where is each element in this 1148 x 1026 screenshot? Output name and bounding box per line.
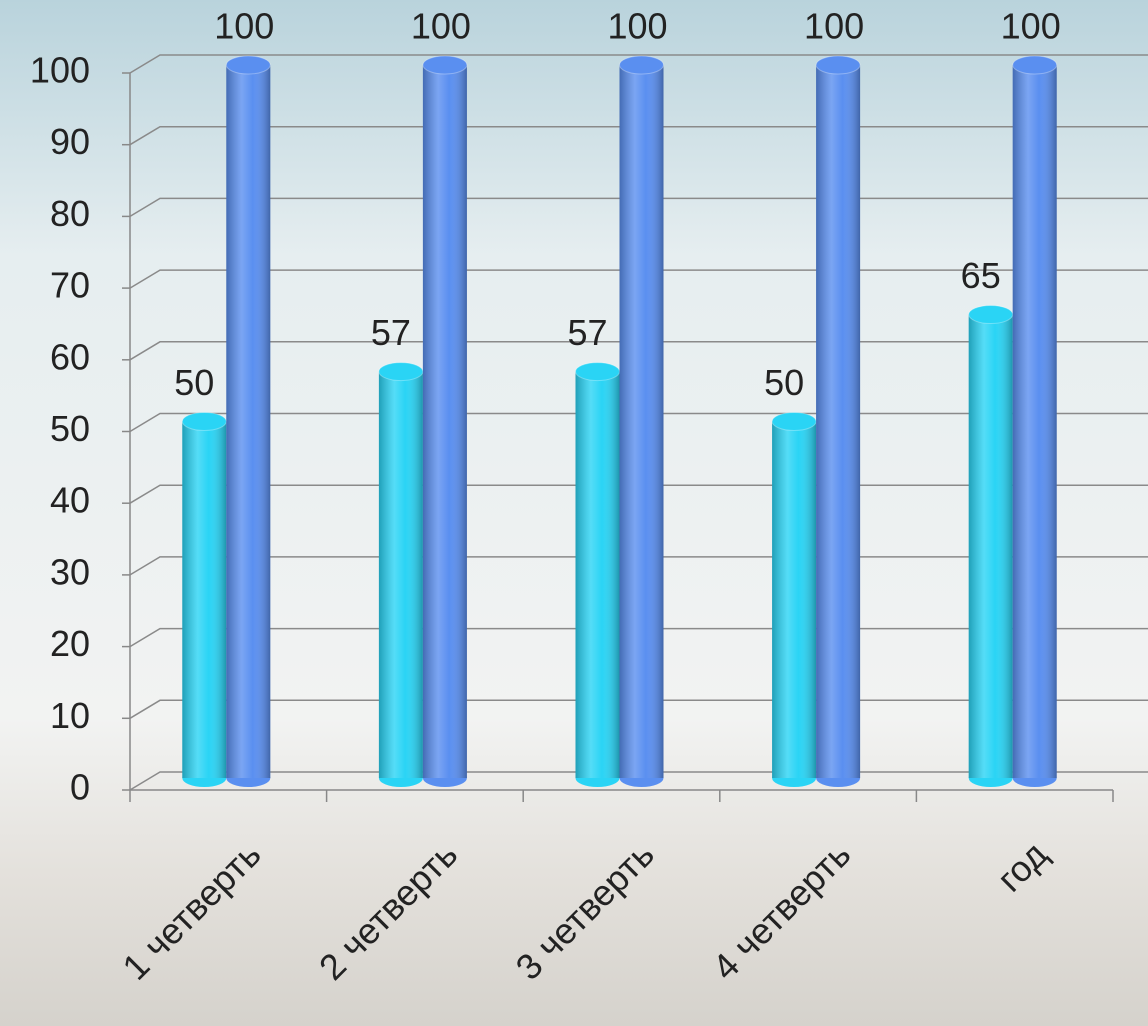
bar-top <box>619 55 664 75</box>
y-tick-label: 70 <box>50 265 90 306</box>
value-label: 100 <box>1001 6 1061 47</box>
bar-top <box>575 362 620 382</box>
bar <box>968 305 1014 787</box>
bar-shade <box>226 65 271 778</box>
bar <box>815 55 861 787</box>
bar-shade <box>378 371 423 778</box>
bar-top <box>181 412 227 431</box>
bar <box>575 362 620 787</box>
value-label: 100 <box>411 6 471 47</box>
bar <box>619 55 664 787</box>
y-tick-label: 10 <box>50 695 90 736</box>
bar <box>422 55 468 787</box>
y-tick-label: 30 <box>50 551 90 592</box>
bar <box>771 412 817 787</box>
bar-shade <box>182 421 227 778</box>
y-tick-label: 40 <box>50 480 90 521</box>
value-label: 100 <box>804 6 864 47</box>
y-tick-label: 0 <box>70 767 90 808</box>
grid-line <box>129 54 1148 74</box>
bar <box>1012 55 1058 787</box>
value-label: 50 <box>174 362 214 403</box>
value-label: 100 <box>214 6 274 47</box>
value-label: 50 <box>764 362 804 403</box>
bar-top <box>1012 55 1058 75</box>
bar-shade <box>619 65 664 778</box>
y-tick-label: 100 <box>30 50 90 91</box>
value-label: 100 <box>607 6 667 47</box>
y-tick-label: 90 <box>50 121 90 162</box>
bar <box>378 362 424 787</box>
bar-shade <box>968 314 1013 778</box>
bar-top <box>815 55 861 75</box>
y-tick-label: 20 <box>50 623 90 664</box>
bar-shade <box>1012 65 1057 778</box>
bar-shade <box>772 421 817 778</box>
y-tick-label: 60 <box>50 336 90 377</box>
bar-top <box>968 305 1014 325</box>
bar-top <box>225 55 271 75</box>
y-tick-label: 50 <box>50 408 90 449</box>
value-label: 57 <box>371 312 411 353</box>
bar-top <box>378 362 424 382</box>
value-label: 65 <box>961 255 1001 296</box>
y-tick-label: 80 <box>50 193 90 234</box>
bar-shade <box>575 371 620 778</box>
bar-shade <box>816 65 861 778</box>
bar-top <box>422 55 468 75</box>
bar <box>225 55 271 787</box>
value-label: 57 <box>567 312 607 353</box>
bar-shade <box>422 65 467 778</box>
bar-top <box>771 412 817 431</box>
bar <box>181 412 227 787</box>
